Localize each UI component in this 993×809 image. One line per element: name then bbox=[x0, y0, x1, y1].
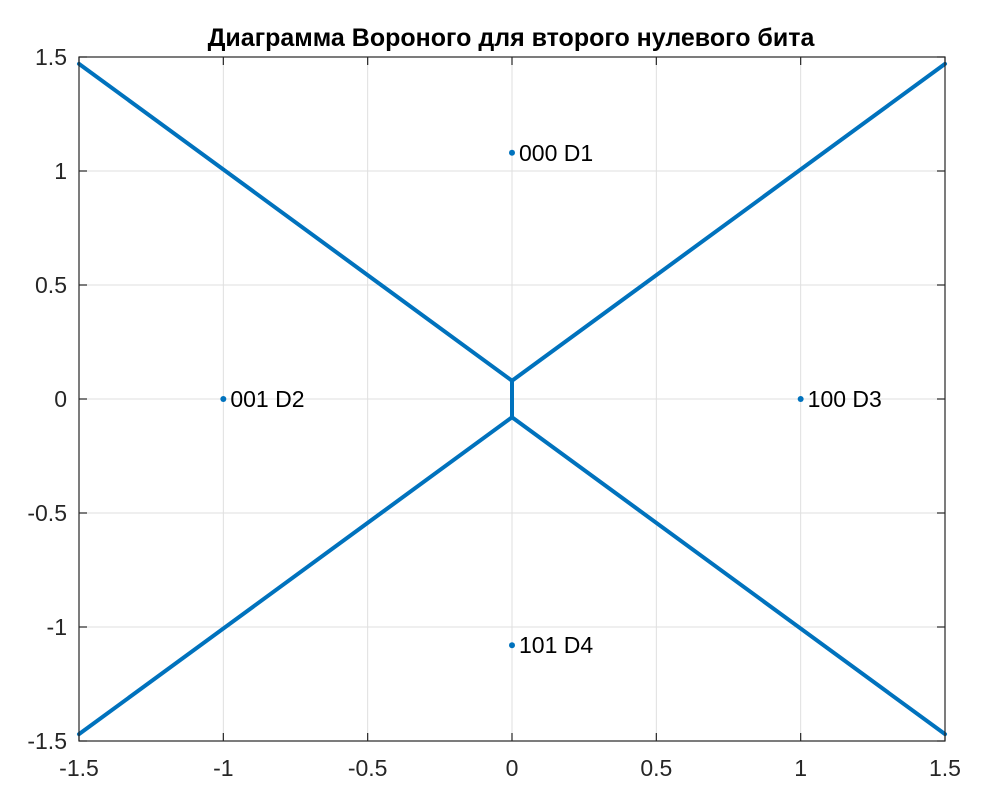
voronoi-edges bbox=[77, 61, 947, 737]
y-tick-label: 0 bbox=[54, 386, 67, 412]
point-marker bbox=[509, 642, 515, 649]
x-tick-label: -1 bbox=[213, 755, 233, 781]
y-tick-label: -0.5 bbox=[27, 500, 67, 526]
x-tick-label: -0.5 bbox=[348, 755, 388, 781]
x-tick-label: -1.5 bbox=[59, 755, 99, 781]
point-label: 100 D3 bbox=[808, 386, 882, 412]
x-tick-label: 1 bbox=[794, 755, 807, 781]
chart-title: Диаграмма Вороного для второго нулевого … bbox=[208, 24, 816, 52]
point-marker bbox=[220, 396, 227, 402]
y-tick-label: -1 bbox=[47, 614, 67, 640]
y-tick-label: 0.5 bbox=[35, 272, 67, 298]
point-marker bbox=[509, 149, 515, 156]
x-tick-label: 1.5 bbox=[929, 755, 961, 781]
x-tick-label: 0 bbox=[506, 755, 519, 781]
y-tick-label: 1 bbox=[54, 158, 67, 184]
voronoi-points: 000 D1 001 D2 100 D3 101 D4 bbox=[220, 140, 882, 658]
voronoi-edge-1 bbox=[77, 61, 514, 383]
tick-labels: -1.5 -1 -0.5 0 0.5 1 1.5 -1.5 -1 -0.5 0 0.5 1 1.5 bbox=[27, 44, 961, 781]
x-tick-label: 0.5 bbox=[640, 755, 672, 781]
voronoi-edge-2 bbox=[510, 61, 947, 383]
point-label: 101 D4 bbox=[519, 632, 593, 658]
y-tick-label: -1.5 bbox=[27, 728, 67, 754]
voronoi-edge-4 bbox=[77, 415, 514, 737]
axes bbox=[78, 56, 946, 742]
point-marker bbox=[797, 396, 804, 402]
point-label: 001 D2 bbox=[230, 386, 304, 412]
voronoi-edge-5 bbox=[510, 415, 947, 737]
y-tick-label: 1.5 bbox=[35, 44, 67, 70]
point-label: 000 D1 bbox=[519, 140, 593, 166]
